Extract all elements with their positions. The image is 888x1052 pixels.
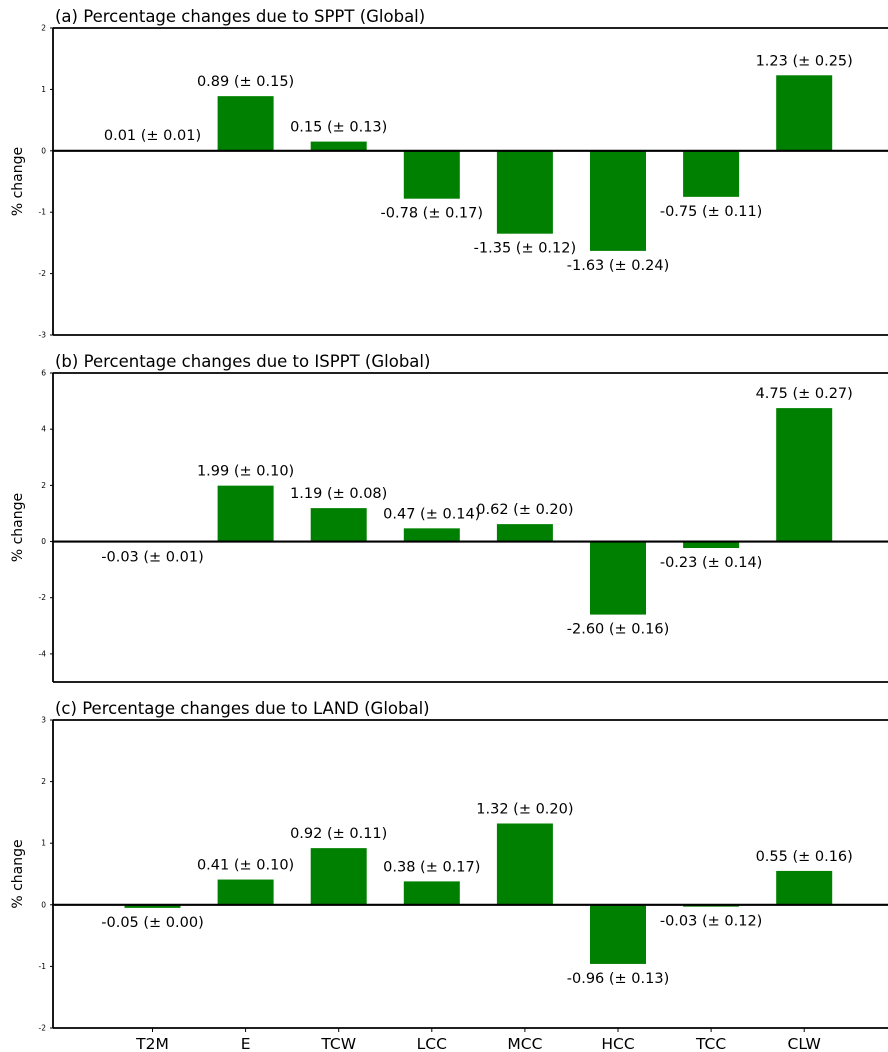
- y-tick-label: 0: [41, 900, 46, 909]
- data-label: 0.62 (± 0.20): [476, 502, 573, 518]
- data-label: -1.63 (± 0.24): [567, 258, 669, 274]
- y-tick-label: 6: [41, 369, 46, 378]
- chart-title: (c) Percentage changes due to LAND (Glob…: [55, 699, 430, 718]
- data-label: 0.92 (± 0.11): [290, 826, 387, 842]
- bar-hcc: [590, 904, 646, 964]
- data-label: -0.03 (± 0.12): [660, 914, 762, 930]
- bar-mcc: [496, 823, 553, 905]
- data-label: 1.99 (± 0.10): [197, 464, 294, 480]
- data-label: -0.23 (± 0.14): [660, 555, 762, 571]
- bar-clw: [776, 75, 833, 151]
- data-label: 1.32 (± 0.20): [476, 801, 573, 817]
- y-tick-label: 2: [41, 777, 46, 786]
- x-tick-label-t2m: T2M: [135, 1035, 169, 1052]
- data-label: -0.05 (± 0.00): [101, 915, 203, 931]
- data-label: 0.55 (± 0.16): [756, 849, 853, 865]
- bar-clw: [776, 870, 833, 905]
- bar-tcc: [683, 541, 740, 549]
- x-tick-label-clw: CLW: [788, 1035, 821, 1052]
- y-tick-label: 1: [41, 839, 46, 848]
- y-tick-label: 2: [41, 24, 46, 33]
- y-axis-label: % change: [10, 493, 26, 562]
- x-tick-label-tcw: TCW: [320, 1035, 356, 1052]
- y-axis-label: % change: [10, 147, 26, 216]
- y-tick-label: 0: [41, 146, 46, 155]
- y-tick-label: 2: [41, 481, 46, 490]
- bar-clw: [776, 408, 833, 542]
- data-label: 0.38 (± 0.17): [383, 859, 480, 875]
- chart-panel-c: (c) Percentage changes due to LAND (Glob…: [10, 699, 888, 1052]
- bar-tcw: [310, 508, 367, 542]
- bar-lcc: [403, 881, 460, 905]
- bar-e: [217, 879, 274, 905]
- bar-tcc: [683, 150, 740, 197]
- data-label: -0.75 (± 0.11): [660, 204, 762, 220]
- bar-e: [217, 96, 274, 151]
- data-label: 0.41 (± 0.10): [197, 858, 294, 874]
- bar-e: [217, 485, 274, 542]
- bar-tcw: [310, 848, 367, 905]
- x-tick-label-tcc: TCC: [695, 1035, 726, 1052]
- chart-title: (a) Percentage changes due to SPPT (Glob…: [55, 7, 425, 26]
- x-tick-label-hcc: HCC: [601, 1035, 634, 1052]
- bar-mcc: [496, 150, 553, 234]
- data-label: -0.78 (± 0.17): [381, 206, 483, 222]
- y-tick-label: -3: [39, 331, 47, 340]
- data-label: 0.15 (± 0.13): [290, 120, 387, 136]
- bar-t2m: [124, 904, 181, 908]
- data-label: 0.89 (± 0.15): [197, 74, 294, 90]
- y-tick-label: -1: [39, 962, 47, 971]
- y-tick-label: 4: [41, 425, 46, 434]
- x-tick-label-lcc: LCC: [417, 1035, 447, 1052]
- y-tick-label: -1: [39, 208, 47, 217]
- y-tick-label: 1: [41, 85, 46, 94]
- bar-hcc: [590, 541, 646, 615]
- y-tick-label: 3: [41, 716, 46, 725]
- x-tick-label-e: E: [241, 1035, 251, 1052]
- data-label: 0.01 (± 0.01): [104, 128, 201, 144]
- y-tick-label: 0: [41, 537, 46, 546]
- y-tick-label: -2: [39, 1024, 47, 1033]
- data-label: 4.75 (± 0.27): [756, 386, 853, 402]
- x-tick-label-mcc: MCC: [507, 1035, 542, 1052]
- data-label: -1.35 (± 0.12): [474, 241, 576, 257]
- data-label: -0.03 (± 0.01): [101, 549, 203, 565]
- y-tick-label: -4: [39, 649, 47, 658]
- data-label: 1.23 (± 0.25): [756, 53, 853, 69]
- data-label: 1.19 (± 0.08): [290, 486, 387, 502]
- bar-tcw: [310, 141, 367, 151]
- chart-title: (b) Percentage changes due to ISPPT (Glo…: [55, 352, 430, 371]
- y-tick-label: -2: [39, 269, 47, 278]
- bar-hcc: [590, 150, 646, 251]
- y-axis-label: % change: [10, 839, 26, 908]
- bar-lcc: [403, 528, 460, 542]
- data-label: -2.60 (± 0.16): [567, 622, 669, 638]
- data-label: -0.96 (± 0.13): [567, 971, 669, 987]
- bar-lcc: [403, 150, 460, 199]
- bar-mcc: [496, 524, 553, 542]
- chart-panel-b: (b) Percentage changes due to ISPPT (Glo…: [10, 352, 888, 683]
- y-tick-label: -2: [39, 593, 47, 602]
- data-label: 0.47 (± 0.14): [383, 506, 480, 522]
- chart-panel-a: (a) Percentage changes due to SPPT (Glob…: [10, 7, 888, 340]
